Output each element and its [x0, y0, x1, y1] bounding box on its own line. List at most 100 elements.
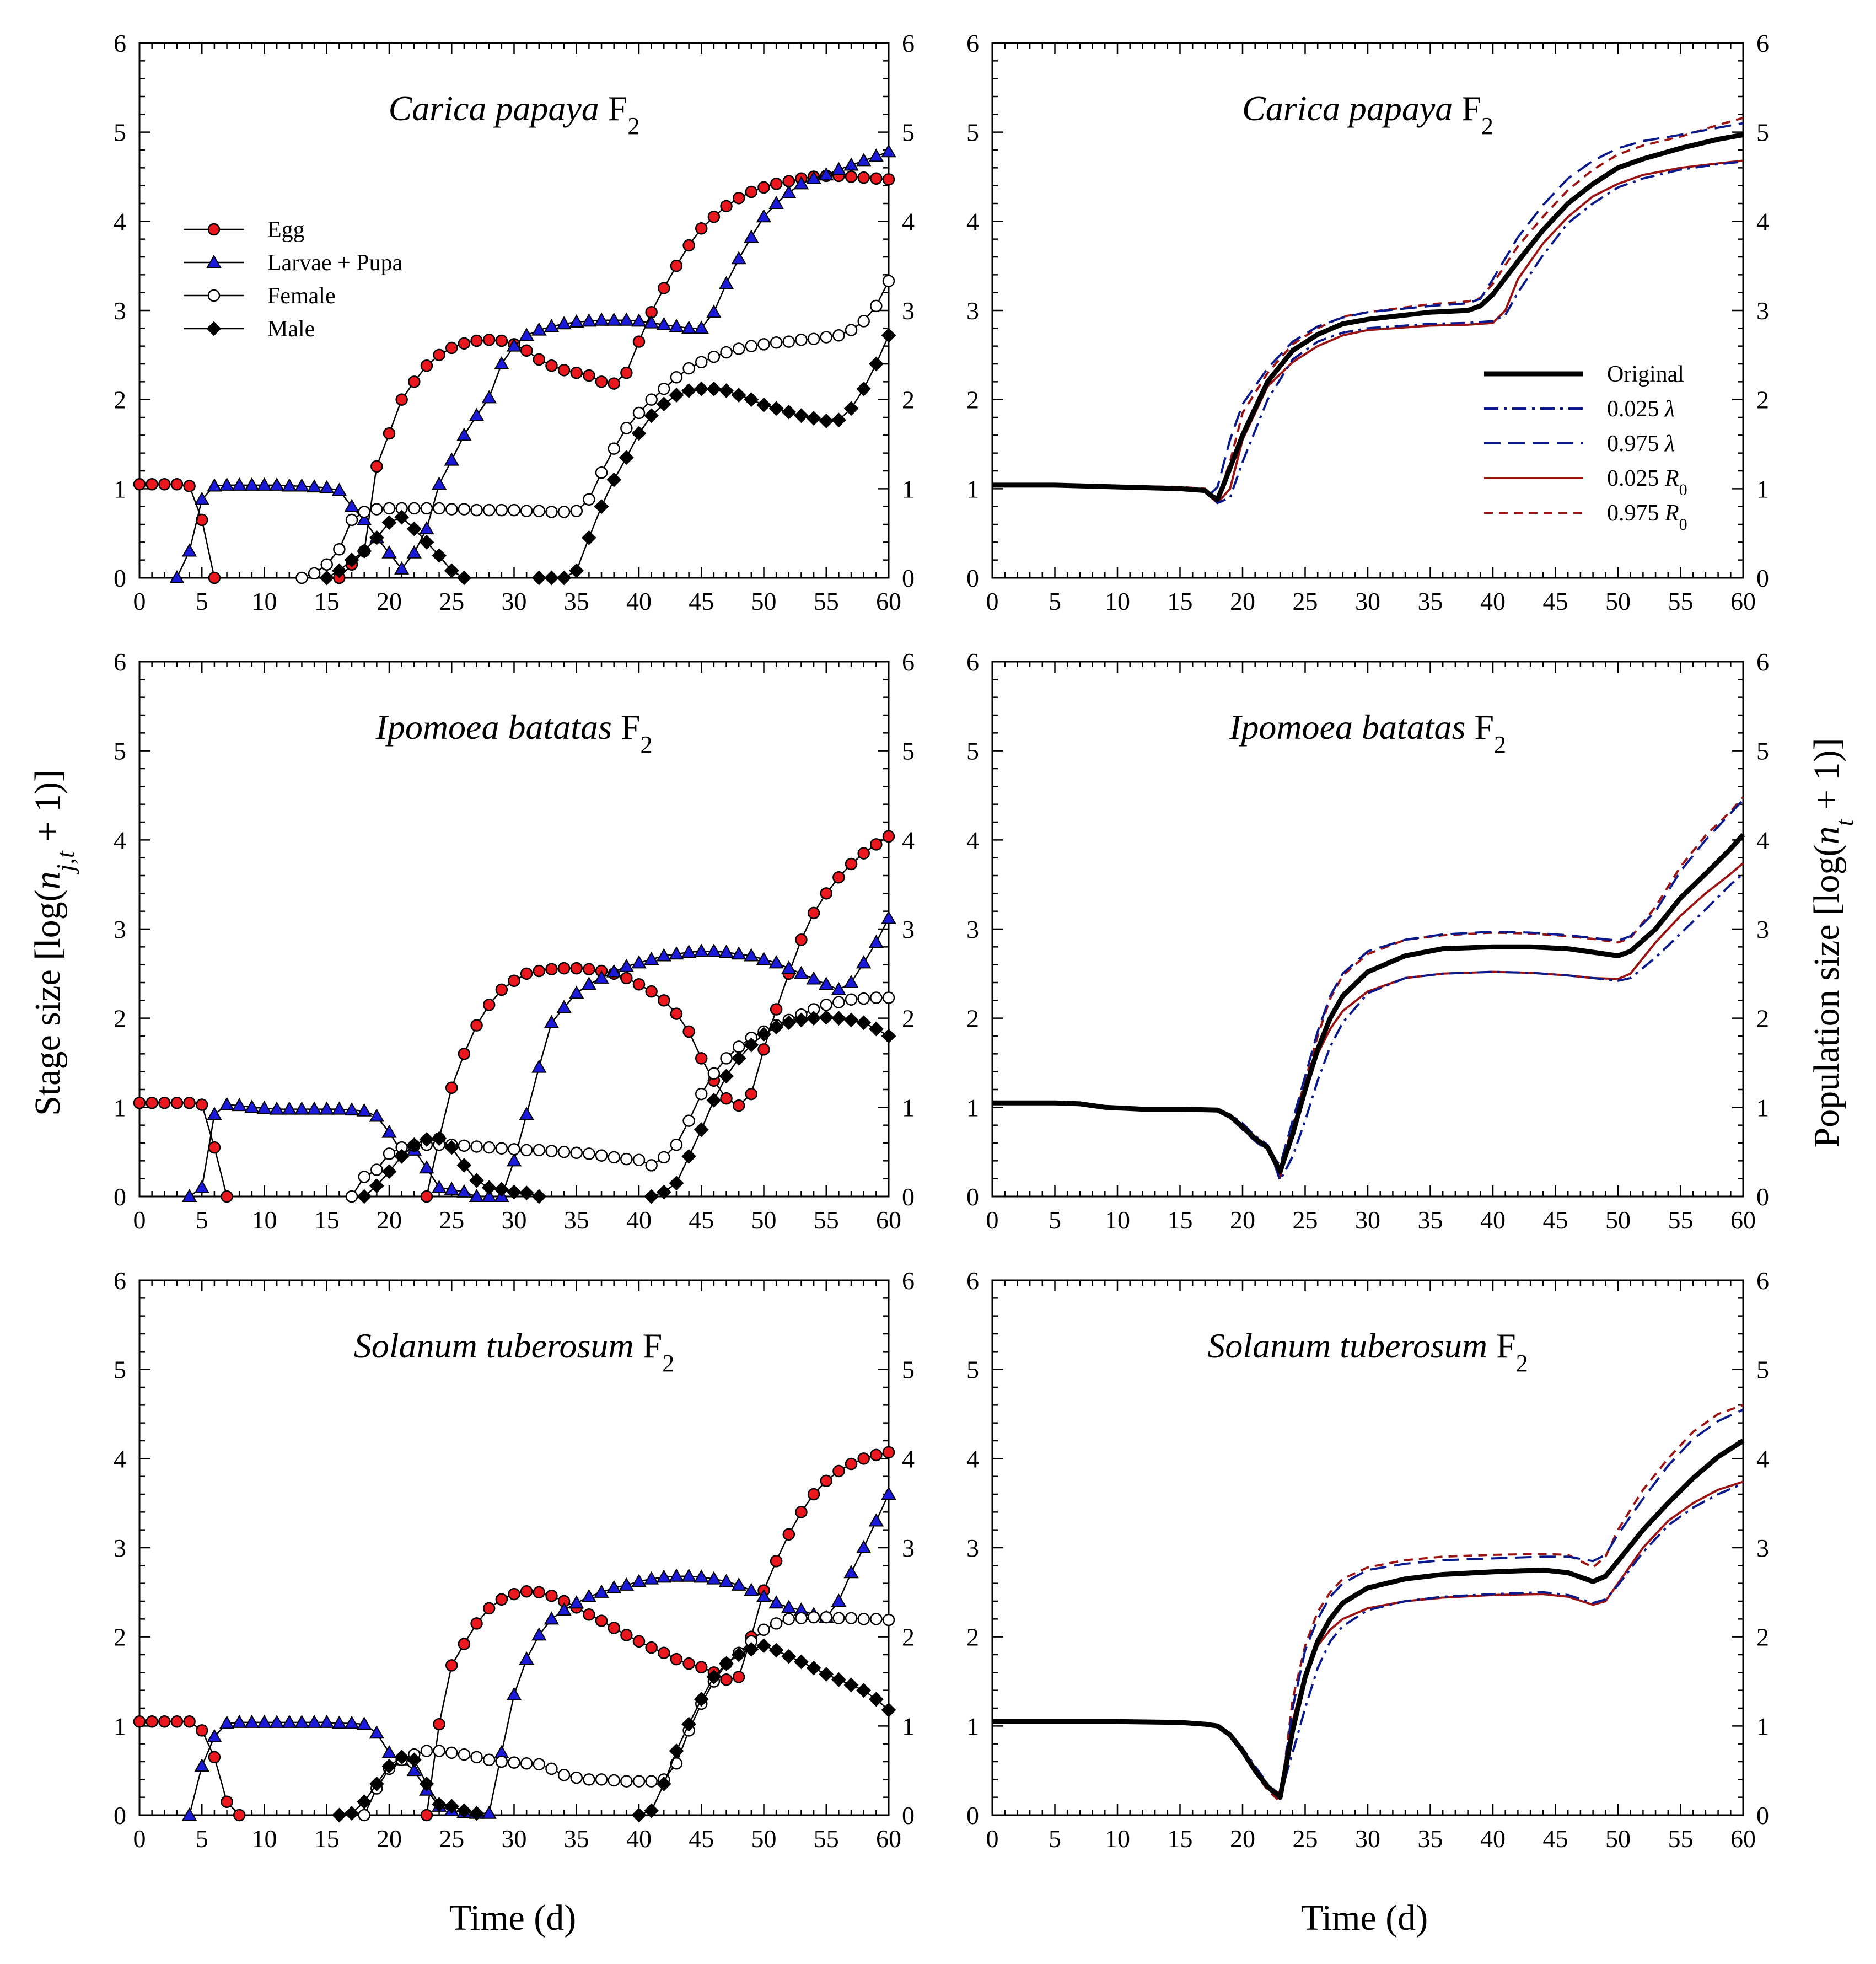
data-point	[756, 397, 771, 412]
data-point	[632, 406, 646, 420]
x-tick-label: 20	[377, 1206, 402, 1234]
data-point	[420, 359, 433, 372]
data-point	[557, 962, 571, 975]
data-point	[744, 229, 759, 243]
data-point	[732, 1099, 745, 1112]
data-point	[757, 181, 770, 194]
data-point	[870, 1448, 883, 1462]
data-point	[744, 948, 759, 962]
data-point	[394, 561, 410, 575]
data-point	[768, 955, 784, 969]
data-point	[158, 1715, 171, 1728]
series-0-975-	[992, 122, 1744, 495]
series-0-025-	[992, 160, 1744, 505]
data-point	[594, 312, 609, 326]
x-tick-label: 5	[1049, 587, 1061, 615]
data-point	[482, 1602, 496, 1615]
data-point	[595, 466, 608, 479]
y-tick-label-right: 5	[1756, 119, 1769, 147]
y-tick-label-left: 6	[114, 648, 126, 676]
x-tick-label: 0	[133, 587, 146, 615]
y-tick-label-left: 3	[966, 1534, 979, 1562]
data-point	[681, 320, 697, 334]
data-point	[481, 1188, 497, 1202]
data-point	[831, 1011, 846, 1026]
data-point	[806, 170, 821, 184]
y-axis-title-left: Stage size [log(nj,t + 1)]	[28, 770, 79, 1116]
data-point	[670, 1138, 683, 1151]
data-point	[331, 1101, 347, 1115]
data-point	[843, 1565, 859, 1579]
data-point	[720, 1092, 733, 1105]
panel-title: Ipomoea batatas F2	[375, 707, 653, 758]
y-tick-label-right: 3	[902, 297, 915, 325]
data-point	[256, 477, 272, 491]
data-point	[431, 476, 447, 490]
data-point	[770, 1555, 783, 1568]
y-tick-label-left: 0	[114, 564, 126, 592]
data-point	[681, 383, 697, 398]
data-point	[832, 329, 845, 342]
data-point	[881, 1486, 896, 1500]
data-point	[868, 148, 884, 162]
y-tick-label-left: 3	[966, 915, 979, 943]
data-point	[845, 1612, 858, 1624]
data-point	[408, 502, 421, 515]
data-point	[133, 478, 146, 491]
data-point	[670, 1007, 683, 1020]
y-tick-label-left: 2	[966, 386, 979, 414]
series-line	[176, 151, 889, 578]
data-point	[519, 328, 534, 341]
data-point	[770, 336, 783, 349]
data-point	[433, 1718, 445, 1731]
data-point	[745, 1087, 758, 1101]
x-tick-label: 10	[1105, 1206, 1130, 1234]
x-axis-title-left: Time (d)	[449, 1898, 576, 1938]
data-point	[694, 1569, 709, 1583]
data-point	[581, 530, 596, 545]
data-point	[170, 478, 184, 491]
data-point	[520, 967, 533, 980]
data-point	[369, 1777, 384, 1791]
y-tick-label-right: 1	[1756, 1093, 1769, 1121]
data-point	[870, 1613, 883, 1625]
data-point	[344, 1715, 359, 1729]
y-tick-label-left: 3	[114, 915, 126, 943]
data-point	[732, 192, 745, 205]
y-tick-label-left: 2	[114, 386, 126, 414]
data-point	[843, 401, 859, 416]
y-tick-label-right: 5	[902, 1356, 915, 1384]
data-point	[221, 1795, 233, 1808]
legend-marker	[206, 254, 222, 268]
data-point	[744, 1037, 759, 1053]
data-point	[806, 411, 821, 426]
data-point	[645, 1159, 658, 1172]
data-point	[358, 1171, 370, 1183]
data-point	[781, 404, 797, 420]
data-point	[370, 460, 383, 473]
data-point	[781, 960, 797, 974]
x-tick-label: 55	[1668, 1825, 1694, 1853]
data-point	[456, 1158, 472, 1173]
data-point	[595, 1773, 608, 1786]
data-point	[520, 1757, 533, 1770]
data-point	[870, 172, 883, 185]
data-point	[768, 1595, 784, 1609]
data-point	[196, 1724, 208, 1737]
data-point	[820, 887, 832, 900]
data-point	[731, 1051, 746, 1066]
data-point	[232, 1714, 247, 1728]
series-larvae-pupa	[169, 144, 896, 583]
data-point	[731, 1647, 746, 1662]
data-point	[381, 1124, 397, 1138]
data-point	[308, 567, 321, 580]
data-point	[658, 1646, 670, 1660]
data-point	[556, 1602, 572, 1616]
data-point	[219, 1715, 235, 1729]
series-original	[992, 132, 1744, 502]
panel-left-1: 0 5 10 15 20 25 30 35 40 45 50 55 600 01 12 23 34 45 56 6Ca…	[114, 29, 915, 615]
y-tick-label-left: 6	[114, 29, 126, 57]
data-point	[756, 1589, 772, 1602]
data-point	[183, 480, 196, 492]
data-point	[718, 1574, 734, 1587]
